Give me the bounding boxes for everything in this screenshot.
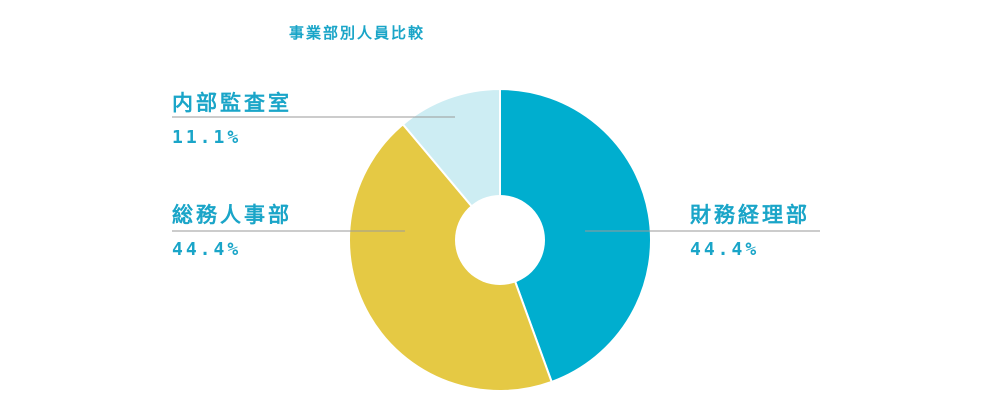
donut-hole xyxy=(455,195,545,285)
chart-title: 事業部別人員比較 xyxy=(289,24,425,42)
category-label: 総務人事部 xyxy=(172,203,292,227)
category-label: 財務経理部 xyxy=(690,203,810,227)
value-label: 11.1% xyxy=(172,127,241,148)
pie-slice xyxy=(499,87,652,384)
slice-labels: 財務経理部 44.4% 総務人事部 44.4% 内部監査室 11.1% xyxy=(172,91,820,260)
category-label: 内部監査室 xyxy=(172,91,292,115)
value-label: 44.4% xyxy=(690,239,759,260)
pie-slice xyxy=(348,122,553,392)
value-label: 44.4% xyxy=(172,239,241,260)
